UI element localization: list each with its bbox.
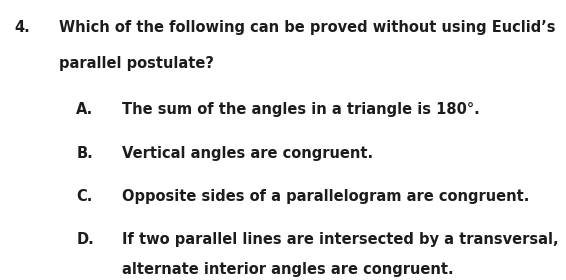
Text: C.: C. [76, 189, 93, 204]
Text: alternate interior angles are congruent.: alternate interior angles are congruent. [122, 262, 453, 277]
Text: Which of the following can be proved without using Euclid’s: Which of the following can be proved wit… [59, 20, 556, 35]
Text: The sum of the angles in a triangle is 180°.: The sum of the angles in a triangle is 1… [122, 102, 479, 117]
Text: Opposite sides of a parallelogram are congruent.: Opposite sides of a parallelogram are co… [122, 189, 529, 204]
Text: If two parallel lines are intersected by a transversal,: If two parallel lines are intersected by… [122, 232, 558, 248]
Text: Vertical angles are congruent.: Vertical angles are congruent. [122, 146, 373, 161]
Text: 4.: 4. [14, 20, 30, 35]
Text: B.: B. [76, 146, 93, 161]
Text: A.: A. [76, 102, 93, 117]
Text: D.: D. [76, 232, 94, 248]
Text: parallel postulate?: parallel postulate? [59, 56, 215, 71]
